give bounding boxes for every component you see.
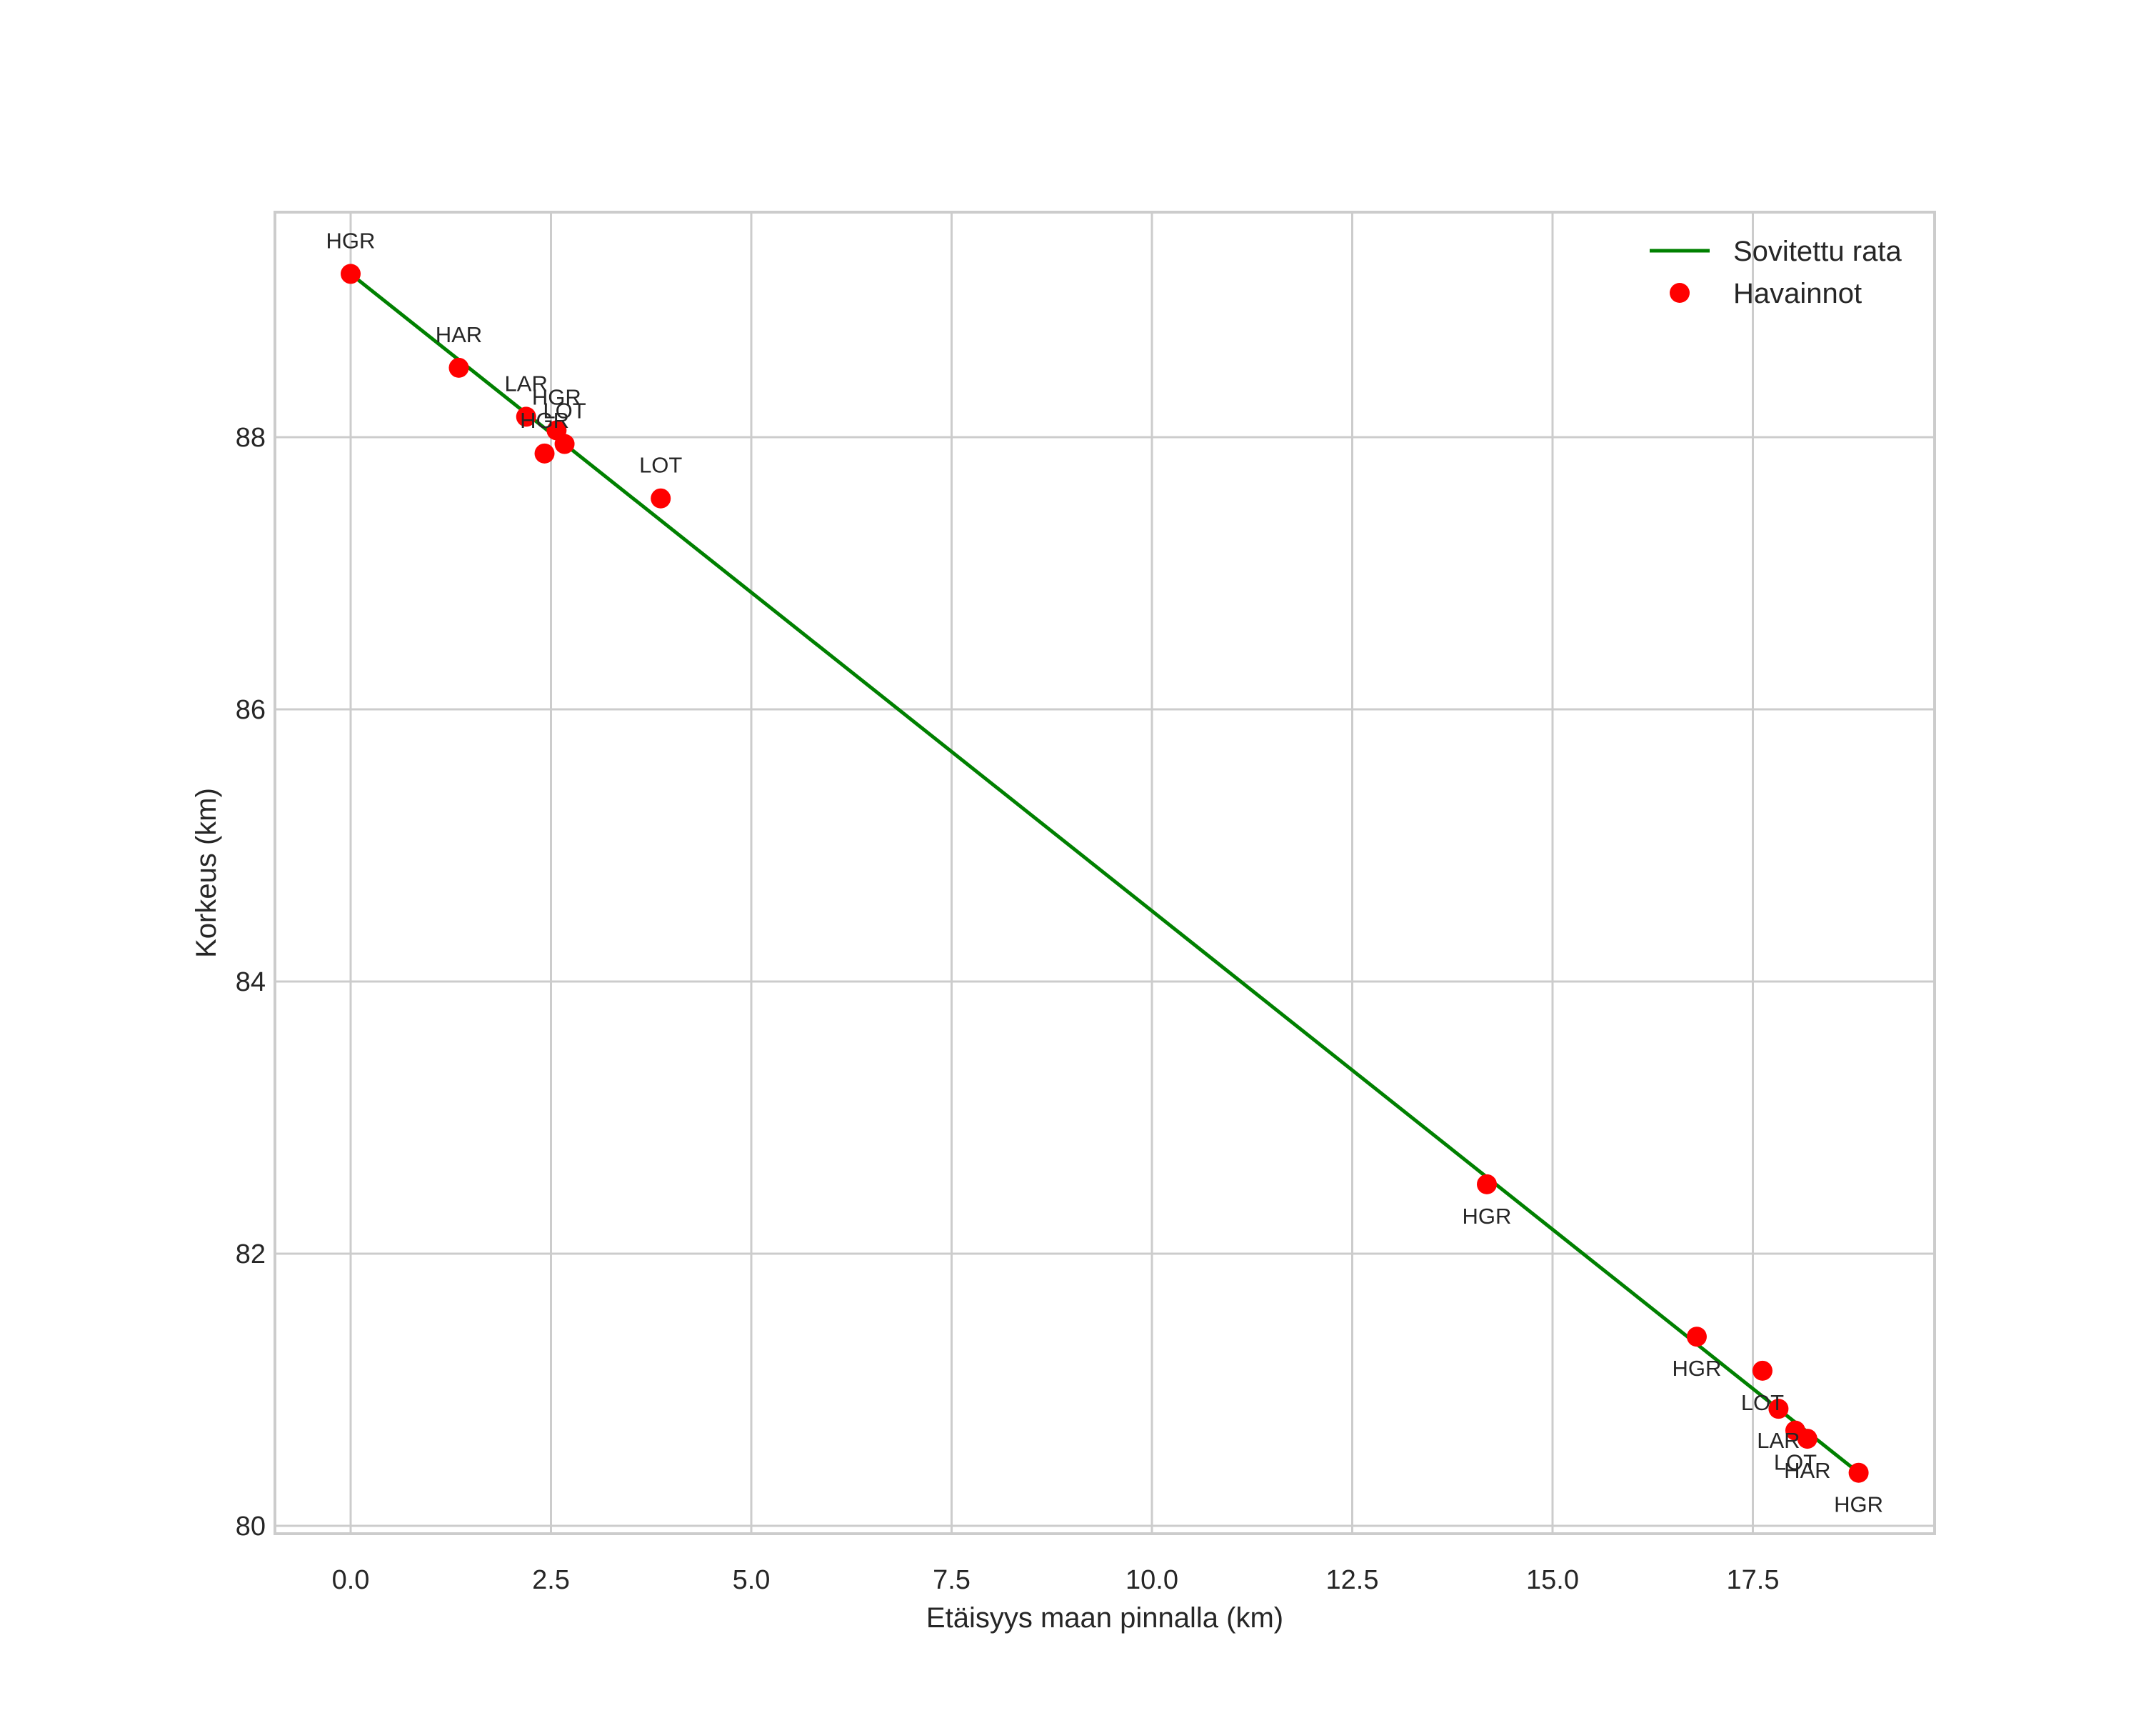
observation-label: LOT <box>543 399 586 424</box>
x-tick-label: 0.0 <box>332 1565 370 1595</box>
observation-label: LOT <box>1741 1390 1784 1415</box>
observation-point <box>534 443 555 464</box>
y-axis-label: Korkeus (km) <box>191 788 222 958</box>
y-tick-label: 88 <box>236 423 266 453</box>
observation-label: HGR <box>1834 1492 1883 1517</box>
observation-point <box>1768 1399 1789 1419</box>
legend-dot-icon <box>1670 283 1690 303</box>
observation-labels: HGRHARLARHGRLOTHGRLOTHGRHGRLOTLARLOTHARH… <box>326 228 1883 1517</box>
observation-label: HGR <box>532 384 581 409</box>
legend-label-fit: Sovitettu rata <box>1733 236 1902 267</box>
legend: Sovitettu rata Havainnot <box>1650 236 1902 309</box>
observation-label: HGR <box>1673 1356 1722 1381</box>
y-tick-label: 80 <box>236 1512 266 1542</box>
observation-points <box>341 264 1869 1483</box>
observation-label: HAR <box>436 322 482 347</box>
observation-label: LAR <box>505 371 548 396</box>
observation-point <box>1848 1462 1869 1483</box>
observation-point <box>1686 1327 1707 1347</box>
x-tick-label: 10.0 <box>1125 1565 1178 1595</box>
x-tick-label: 7.5 <box>933 1565 971 1595</box>
x-tick-label: 15.0 <box>1526 1565 1579 1595</box>
y-tick-label: 84 <box>236 967 266 997</box>
observation-label: HGR <box>1463 1204 1512 1229</box>
observation-label: LOT <box>639 453 682 478</box>
observation-point <box>1752 1360 1773 1381</box>
observation-point <box>1797 1429 1817 1449</box>
y-tick-labels: 80 82 84 86 88 <box>236 423 266 1542</box>
observation-label: LOT <box>1774 1450 1817 1475</box>
observation-label: HGR <box>326 228 376 253</box>
observation-point <box>516 406 536 427</box>
observation-label: HAR <box>1784 1458 1830 1483</box>
y-tick-label: 82 <box>236 1239 266 1269</box>
fit-line <box>349 272 1860 1474</box>
observation-label: LAR <box>1757 1428 1800 1453</box>
observation-point <box>341 264 361 284</box>
observation-point <box>651 488 671 509</box>
x-axis-label: Etäisyys maan pinnalla (km) <box>926 1602 1283 1634</box>
x-tick-labels: 0.0 2.5 5.0 7.5 10.0 12.5 15.0 17.5 <box>332 1565 1780 1595</box>
legend-label-obs: Havainnot <box>1733 278 1862 309</box>
x-tick-label: 2.5 <box>532 1565 570 1595</box>
y-tick-label: 86 <box>236 695 266 725</box>
observation-point <box>554 434 575 454</box>
x-gridlines <box>349 212 1754 1534</box>
axes-frame <box>274 211 1936 1535</box>
observation-point <box>1476 1174 1497 1194</box>
observation-point <box>448 357 469 378</box>
x-tick-label: 5.0 <box>733 1565 771 1595</box>
fitted-trajectory-line <box>349 272 1860 1474</box>
x-tick-label: 12.5 <box>1326 1565 1379 1595</box>
x-tick-label: 17.5 <box>1727 1565 1780 1595</box>
observation-label: HGR <box>520 408 569 433</box>
